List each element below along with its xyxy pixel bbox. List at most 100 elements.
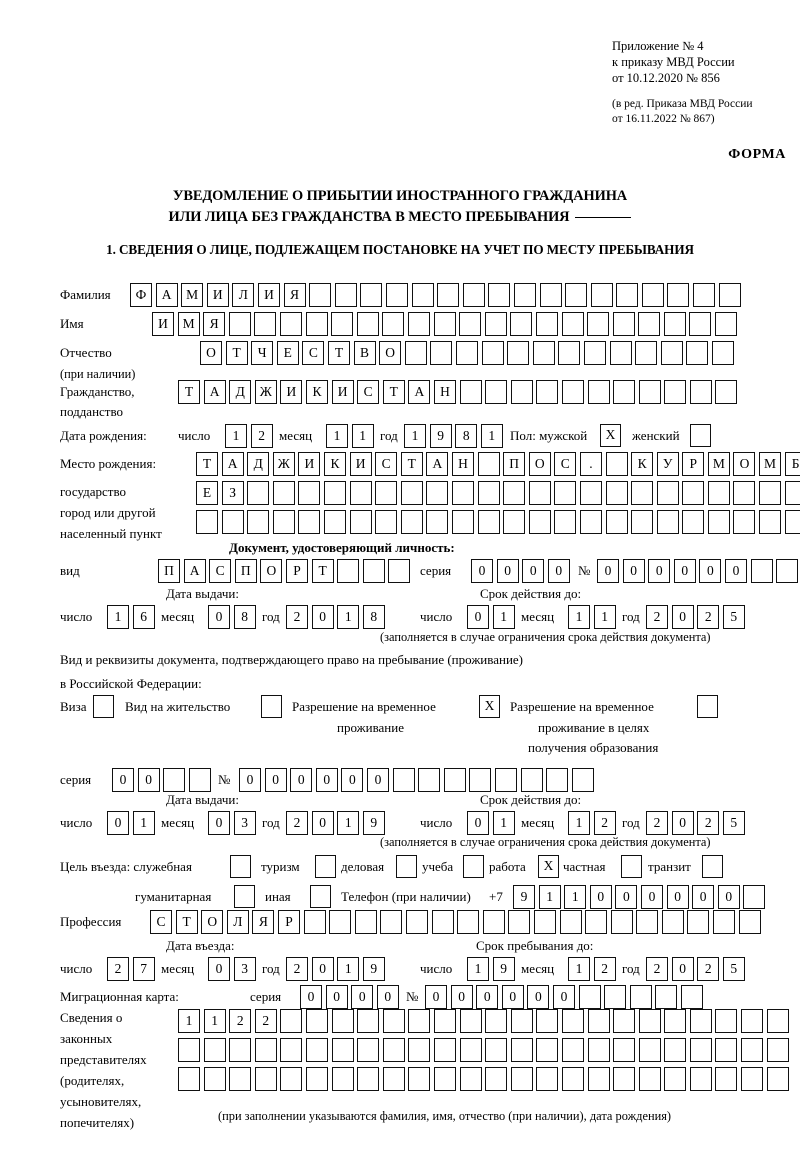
char-box[interactable] (433, 1009, 456, 1033)
char-box[interactable]: 2 (286, 957, 308, 981)
char-box[interactable]: 2 (646, 811, 668, 835)
char-box[interactable]: 0 (107, 811, 129, 835)
char-box[interactable] (375, 481, 398, 505)
char-box[interactable] (426, 510, 449, 534)
char-box[interactable] (305, 1038, 328, 1062)
char-box[interactable] (485, 380, 508, 404)
char-box[interactable] (349, 510, 372, 534)
char-box[interactable]: 5 (722, 605, 745, 629)
char-box[interactable]: М (759, 452, 782, 476)
char-box[interactable] (638, 1067, 661, 1091)
birth-place-boxes-row-3[interactable] (196, 510, 800, 534)
char-box[interactable] (385, 283, 408, 307)
char-box[interactable] (280, 1009, 303, 1033)
checkbox-purpose-official[interactable] (230, 855, 251, 878)
char-box[interactable] (298, 510, 321, 534)
char-box[interactable] (388, 559, 411, 583)
char-box[interactable] (337, 559, 360, 583)
char-box[interactable] (766, 1009, 789, 1033)
char-box[interactable] (382, 1067, 405, 1091)
char-box[interactable]: Р (285, 559, 308, 583)
char-box[interactable] (776, 559, 799, 583)
char-box[interactable] (631, 510, 654, 534)
char-box[interactable] (587, 1009, 610, 1033)
char-box[interactable] (605, 452, 628, 476)
char-box[interactable]: 5 (722, 957, 745, 981)
char-box[interactable]: Т (327, 341, 350, 365)
char-box[interactable]: И (331, 380, 354, 404)
char-box[interactable] (641, 283, 664, 307)
char-box[interactable]: Ж (272, 452, 295, 476)
char-box[interactable] (178, 1067, 200, 1091)
char-box[interactable] (759, 510, 782, 534)
char-box[interactable]: 0 (547, 559, 570, 583)
char-box[interactable]: Н (451, 452, 474, 476)
char-box[interactable]: 2 (697, 605, 720, 629)
checkbox-visa[interactable] (93, 695, 114, 718)
char-box[interactable] (382, 1038, 405, 1062)
char-box[interactable]: Л (226, 910, 249, 934)
char-box[interactable]: 0 (467, 811, 489, 835)
char-box[interactable] (477, 510, 500, 534)
char-box[interactable]: Т (225, 341, 248, 365)
char-box[interactable]: 0 (671, 605, 694, 629)
char-box[interactable] (532, 341, 555, 365)
char-box[interactable]: И (206, 283, 229, 307)
char-box[interactable] (559, 910, 582, 934)
checkbox-purpose-other[interactable] (310, 885, 331, 908)
char-box[interactable] (437, 283, 460, 307)
char-box[interactable]: 0 (351, 985, 374, 1009)
char-box[interactable] (784, 510, 800, 534)
char-box[interactable] (488, 283, 511, 307)
char-box[interactable]: 7 (132, 957, 155, 981)
char-box[interactable]: О (528, 452, 551, 476)
char-box[interactable] (305, 1067, 328, 1091)
char-box[interactable]: 0 (501, 985, 524, 1009)
char-box[interactable] (188, 768, 211, 792)
char-box[interactable] (693, 283, 716, 307)
char-box[interactable] (689, 312, 712, 336)
char-box[interactable]: 0 (552, 985, 575, 1009)
char-box[interactable]: А (408, 380, 431, 404)
char-box[interactable]: 2 (250, 424, 273, 448)
char-box[interactable]: 0 (264, 768, 287, 792)
char-box[interactable]: 0 (112, 768, 134, 792)
char-box[interactable]: 1 (178, 1009, 200, 1033)
char-box[interactable] (715, 1067, 738, 1091)
char-box[interactable]: М (707, 452, 730, 476)
char-box[interactable] (400, 510, 423, 534)
char-box[interactable] (513, 283, 536, 307)
char-box[interactable]: Т (311, 559, 334, 583)
char-box[interactable] (510, 1067, 533, 1091)
char-box[interactable]: С (150, 910, 172, 934)
char-box[interactable]: 1 (225, 424, 247, 448)
char-box[interactable] (612, 312, 635, 336)
char-box[interactable]: 0 (673, 559, 696, 583)
char-box[interactable]: 0 (692, 885, 715, 909)
char-box[interactable]: 0 (496, 559, 519, 583)
char-box[interactable]: О (379, 341, 402, 365)
char-box[interactable] (536, 1067, 559, 1091)
char-box[interactable]: 0 (341, 768, 364, 792)
char-box[interactable] (579, 481, 602, 505)
char-box[interactable]: 1 (203, 1009, 226, 1033)
char-box[interactable]: 0 (315, 768, 338, 792)
char-box[interactable] (459, 1067, 482, 1091)
char-box[interactable]: 0 (522, 559, 545, 583)
char-box[interactable]: 0 (208, 605, 230, 629)
char-box[interactable] (323, 481, 346, 505)
char-box[interactable] (638, 1038, 661, 1062)
char-box[interactable] (196, 510, 218, 534)
